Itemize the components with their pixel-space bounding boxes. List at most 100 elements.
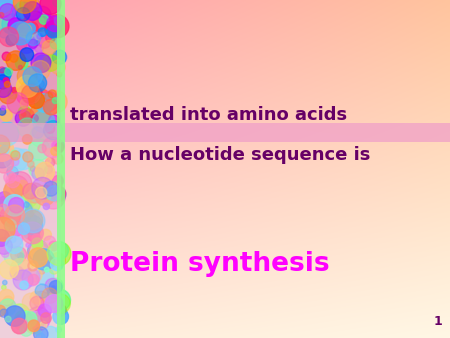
Circle shape bbox=[44, 182, 58, 196]
Circle shape bbox=[6, 51, 26, 70]
Circle shape bbox=[7, 93, 28, 114]
Circle shape bbox=[27, 161, 34, 167]
Circle shape bbox=[51, 186, 66, 201]
Circle shape bbox=[28, 261, 38, 271]
Circle shape bbox=[31, 115, 38, 122]
Circle shape bbox=[47, 16, 63, 31]
Circle shape bbox=[9, 206, 20, 218]
Circle shape bbox=[52, 98, 58, 103]
Circle shape bbox=[36, 61, 47, 72]
Circle shape bbox=[20, 328, 24, 332]
Circle shape bbox=[0, 3, 11, 15]
Circle shape bbox=[25, 23, 36, 33]
Circle shape bbox=[6, 174, 20, 188]
Circle shape bbox=[23, 29, 33, 39]
Circle shape bbox=[12, 317, 28, 333]
Circle shape bbox=[0, 299, 16, 315]
Circle shape bbox=[27, 244, 48, 266]
Circle shape bbox=[45, 279, 60, 293]
Circle shape bbox=[32, 238, 43, 249]
Circle shape bbox=[24, 12, 44, 32]
Circle shape bbox=[36, 333, 45, 338]
Circle shape bbox=[21, 312, 36, 327]
Circle shape bbox=[17, 2, 24, 8]
Circle shape bbox=[22, 209, 45, 233]
Circle shape bbox=[4, 203, 14, 214]
Circle shape bbox=[34, 18, 47, 31]
Circle shape bbox=[18, 253, 24, 259]
Circle shape bbox=[41, 255, 55, 269]
Circle shape bbox=[27, 307, 50, 331]
Circle shape bbox=[13, 25, 20, 33]
Circle shape bbox=[18, 118, 37, 138]
Circle shape bbox=[22, 293, 40, 311]
Circle shape bbox=[46, 158, 51, 163]
Circle shape bbox=[31, 53, 51, 73]
Circle shape bbox=[4, 54, 12, 63]
Circle shape bbox=[15, 57, 28, 70]
Circle shape bbox=[14, 0, 36, 13]
Circle shape bbox=[47, 26, 59, 38]
Circle shape bbox=[51, 60, 65, 74]
Circle shape bbox=[38, 36, 51, 48]
Circle shape bbox=[20, 48, 34, 62]
Circle shape bbox=[4, 182, 23, 201]
Circle shape bbox=[44, 236, 56, 248]
Circle shape bbox=[5, 28, 9, 32]
Circle shape bbox=[2, 52, 11, 61]
Circle shape bbox=[0, 122, 19, 146]
Circle shape bbox=[36, 187, 47, 198]
Circle shape bbox=[23, 2, 42, 20]
Circle shape bbox=[32, 168, 45, 180]
Circle shape bbox=[45, 21, 61, 37]
Bar bbox=[57, 0, 65, 338]
Circle shape bbox=[39, 15, 49, 24]
Circle shape bbox=[23, 221, 42, 240]
Circle shape bbox=[9, 172, 32, 194]
Circle shape bbox=[45, 267, 49, 272]
Circle shape bbox=[32, 127, 44, 138]
Circle shape bbox=[45, 124, 55, 134]
Circle shape bbox=[14, 149, 34, 170]
Circle shape bbox=[35, 41, 39, 45]
Circle shape bbox=[17, 34, 36, 53]
Circle shape bbox=[54, 304, 67, 316]
Circle shape bbox=[0, 289, 14, 304]
Circle shape bbox=[50, 242, 68, 260]
Circle shape bbox=[20, 324, 32, 336]
Circle shape bbox=[4, 148, 28, 172]
Circle shape bbox=[30, 264, 35, 269]
Circle shape bbox=[5, 175, 28, 199]
Circle shape bbox=[52, 50, 67, 64]
Circle shape bbox=[0, 238, 12, 254]
Circle shape bbox=[48, 90, 56, 98]
Circle shape bbox=[33, 6, 51, 24]
Circle shape bbox=[30, 291, 43, 304]
Circle shape bbox=[51, 286, 56, 290]
Circle shape bbox=[47, 242, 71, 266]
Circle shape bbox=[3, 280, 7, 285]
Circle shape bbox=[21, 194, 40, 214]
Circle shape bbox=[50, 38, 61, 49]
Circle shape bbox=[49, 264, 59, 274]
Circle shape bbox=[56, 327, 61, 333]
Circle shape bbox=[5, 220, 16, 231]
Circle shape bbox=[22, 202, 33, 214]
Circle shape bbox=[28, 248, 48, 267]
Circle shape bbox=[1, 106, 5, 110]
Circle shape bbox=[42, 54, 59, 71]
Circle shape bbox=[14, 314, 31, 331]
Circle shape bbox=[0, 217, 15, 241]
Circle shape bbox=[21, 85, 40, 104]
Circle shape bbox=[45, 121, 54, 130]
Circle shape bbox=[28, 240, 49, 261]
Circle shape bbox=[23, 152, 33, 162]
Circle shape bbox=[45, 172, 63, 190]
Circle shape bbox=[45, 166, 53, 174]
Circle shape bbox=[53, 290, 62, 299]
Circle shape bbox=[24, 315, 43, 334]
Circle shape bbox=[24, 202, 29, 208]
Circle shape bbox=[11, 150, 18, 157]
Circle shape bbox=[0, 80, 12, 97]
Circle shape bbox=[22, 83, 42, 104]
